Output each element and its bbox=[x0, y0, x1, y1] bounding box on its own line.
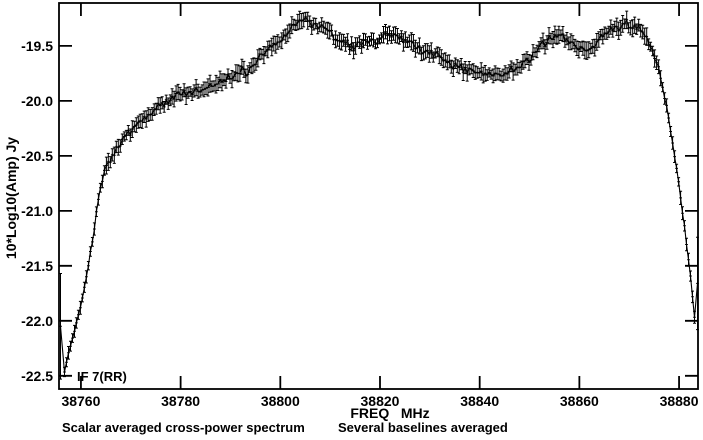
x-tick-label: 38820 bbox=[360, 393, 400, 409]
if-polarization-label: IF 7(RR) bbox=[77, 369, 127, 384]
x-axis-title: FREQ MHz bbox=[350, 405, 430, 421]
y-tick-label: -19.5 bbox=[21, 37, 53, 54]
data-point-markers bbox=[59, 15, 699, 374]
error-bars bbox=[59, 10, 699, 380]
y-tick-label: -20.0 bbox=[21, 92, 53, 109]
spectrum-line bbox=[59, 15, 699, 373]
y-tick-label: -22.0 bbox=[21, 312, 53, 329]
plot-frame bbox=[58, 2, 699, 390]
y-tick-label: -22.5 bbox=[21, 367, 53, 384]
x-tick-label: 38880 bbox=[659, 393, 699, 409]
x-tick-label: 38840 bbox=[460, 393, 500, 409]
caption-baselines-averaged: Several baselines averaged bbox=[338, 420, 508, 435]
y-tick-label: -20.5 bbox=[21, 147, 53, 164]
axis-ticks bbox=[59, 3, 698, 389]
caption-scalar-averaged: Scalar averaged cross-power spectrum bbox=[62, 420, 305, 435]
x-tick-label: 38860 bbox=[559, 393, 599, 409]
x-tick-label: 38800 bbox=[260, 393, 300, 409]
y-tick-label: -21.5 bbox=[21, 257, 53, 274]
y-axis-title: 10*Log10(Amp) Jy bbox=[3, 136, 19, 260]
y-tick-label: -21.0 bbox=[21, 202, 53, 219]
x-tick-label: 38760 bbox=[61, 393, 101, 409]
x-tick-label: 38780 bbox=[161, 393, 201, 409]
